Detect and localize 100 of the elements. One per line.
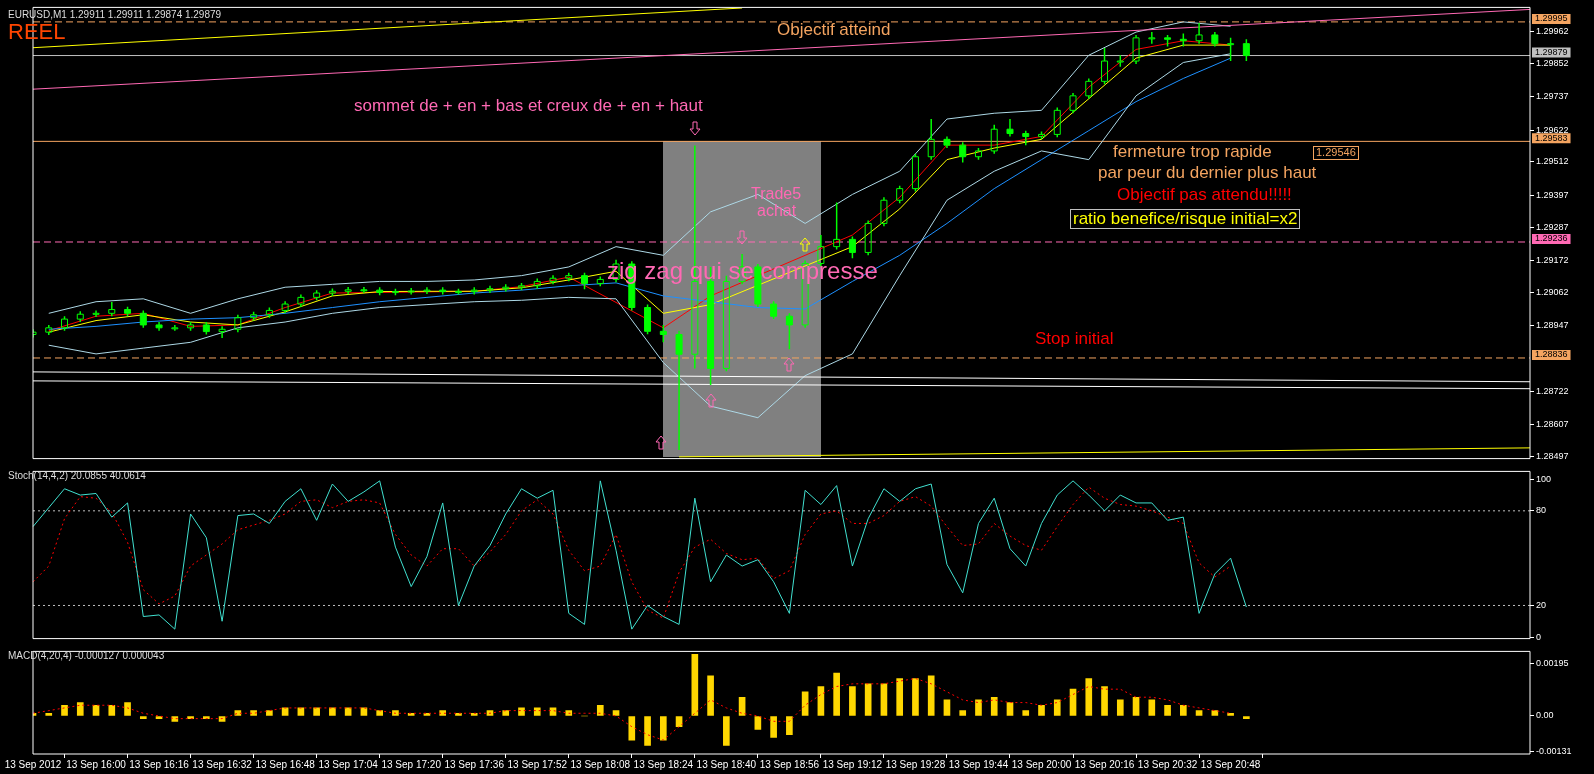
annotation: sommet de + en + bas et creux de + en + haut	[354, 96, 703, 115]
x-tick-label: 13 Sep 16:16	[129, 758, 190, 770]
x-tick-label: 13 Sep 18:56	[759, 758, 820, 770]
bar	[644, 716, 651, 746]
y-tick-label: 1.28722	[1536, 385, 1569, 396]
x-tick-label: 13 Sep 19:12	[822, 758, 883, 770]
bar	[1053, 699, 1061, 716]
candlestick	[92, 309, 100, 318]
y-tick-label: 1.29287	[1536, 221, 1569, 232]
bar	[1132, 696, 1140, 716]
candlestick	[108, 301, 116, 317]
candlestick	[171, 324, 179, 332]
y-tick-label: 1.29062	[1536, 286, 1569, 297]
x-tick-label: 13 Sep 18:08	[570, 758, 631, 770]
bar	[218, 716, 226, 722]
ref-line-label: 1.29236	[1535, 233, 1568, 244]
annotation: par peur du dernier plus haut	[1098, 163, 1317, 182]
x-tick-label: 13 Sep 17:52	[507, 758, 568, 770]
y-tick-label: 1.29737	[1536, 91, 1569, 102]
y-tick-label: 1.29622	[1536, 124, 1569, 135]
bar	[596, 704, 604, 716]
y-tick-label: 1.28607	[1536, 418, 1569, 429]
y-tick-label: 0.00	[1536, 710, 1554, 721]
x-tick-label: 13 Sep 19:28	[885, 758, 946, 770]
annotation: Stop initial	[1035, 329, 1114, 348]
bar	[1243, 716, 1250, 719]
ref-line-label: 1.29583	[1535, 132, 1568, 143]
candlestick	[1085, 77, 1093, 100]
x-tick-label: 13 Sep 17:20	[381, 758, 442, 770]
annotation: REEL	[8, 19, 66, 44]
bar	[45, 712, 53, 716]
y-tick-label: 1.29397	[1536, 189, 1569, 200]
y-tick-label: 20	[1536, 599, 1547, 610]
bar	[849, 686, 856, 716]
candlestick	[218, 325, 226, 339]
y-tick-label: 1.28497	[1536, 450, 1569, 461]
bar	[392, 710, 399, 716]
bar	[770, 716, 777, 738]
annotation: ratio benefice/risque initial=x2	[1070, 209, 1301, 229]
annotation: Objectif pas attendu!!!!!	[1117, 185, 1292, 204]
y-tick-label: -0.00131	[1536, 745, 1572, 756]
bar	[833, 672, 840, 716]
bar	[1038, 704, 1045, 716]
x-tick-label: 13 Sep 20:48	[1200, 758, 1261, 770]
y-tick-label: 1.28947	[1536, 320, 1569, 331]
ref-line-label: 1.29879	[1535, 47, 1568, 58]
bar	[76, 702, 84, 716]
bar	[439, 710, 447, 716]
annotation: Trade5	[751, 185, 802, 203]
ref-line-label: 1.28836	[1535, 349, 1568, 360]
x-tick-label: 13 Sep 20:00	[1011, 758, 1072, 770]
bar	[108, 704, 116, 716]
bar	[707, 675, 714, 716]
bar	[959, 710, 967, 716]
y-tick-label: 80	[1536, 505, 1547, 516]
x-tick-label: 13 Sep 2012	[4, 758, 62, 770]
bar	[139, 716, 147, 719]
bar	[124, 702, 131, 716]
candlestick	[549, 274, 557, 286]
bar	[990, 696, 998, 716]
bar	[896, 678, 904, 716]
bar	[786, 716, 793, 736]
bar	[1180, 704, 1187, 716]
bar	[927, 675, 935, 716]
y-tick-label: 1.29512	[1536, 156, 1569, 167]
x-tick-label: 13 Sep 20:32	[1137, 758, 1198, 770]
bar	[203, 716, 210, 719]
x-tick-label: 13 Sep 19:44	[948, 758, 1009, 770]
bar	[1164, 704, 1171, 716]
y-tick-label: 0.00195	[1536, 658, 1569, 669]
bar	[1148, 699, 1156, 716]
candlestick	[880, 196, 888, 228]
bar	[1101, 686, 1108, 716]
bar	[880, 683, 888, 716]
bar	[266, 710, 273, 716]
bar	[754, 716, 762, 730]
y-tick-label: 0	[1536, 631, 1542, 642]
y-tick-label: 1.29172	[1536, 255, 1569, 266]
bar	[1227, 712, 1234, 716]
bar	[1195, 710, 1203, 716]
bar	[691, 654, 699, 716]
bar	[313, 707, 320, 716]
annotation: Objectif atteind	[777, 20, 891, 39]
bar	[1085, 678, 1093, 716]
ref-line-label: 1.29995	[1535, 13, 1568, 24]
bar	[1116, 699, 1124, 716]
bar	[502, 710, 510, 716]
x-tick-label: 13 Sep 16:48	[255, 758, 316, 770]
bar	[533, 707, 541, 716]
x-tick-label: 13 Sep 17:36	[444, 758, 505, 770]
y-tick-label: 100	[1536, 473, 1552, 484]
annotation: 1.29546	[1313, 146, 1359, 160]
candlestick	[927, 118, 935, 161]
bar	[659, 716, 667, 741]
bar	[486, 710, 494, 716]
bar	[723, 716, 730, 746]
candlestick	[990, 124, 998, 155]
bar	[565, 710, 573, 716]
candlestick	[1227, 37, 1235, 62]
x-tick-label: 13 Sep 18:24	[633, 758, 694, 770]
